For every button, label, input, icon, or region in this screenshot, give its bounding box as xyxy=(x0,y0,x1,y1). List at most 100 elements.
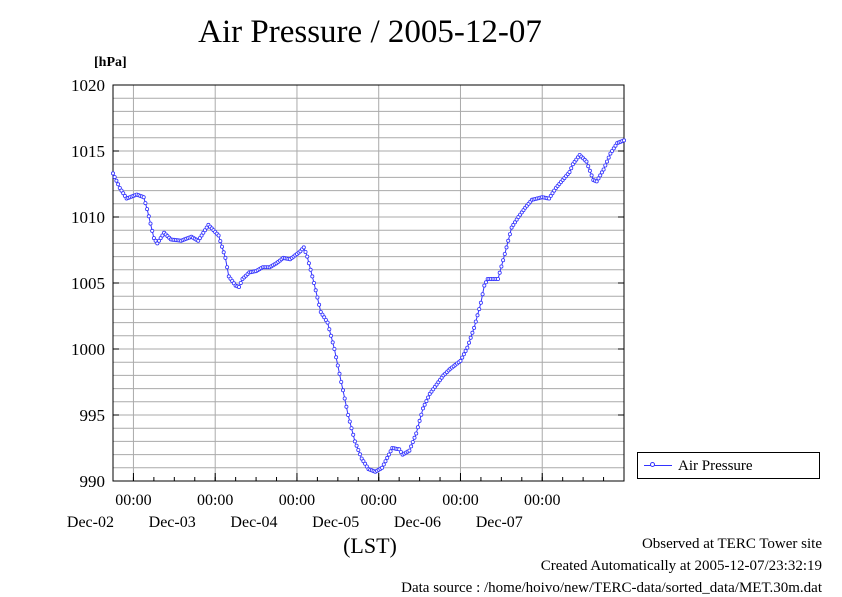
data-point xyxy=(475,313,480,318)
data-point xyxy=(357,452,362,457)
data-point xyxy=(318,309,323,314)
data-point xyxy=(463,348,468,353)
data-point xyxy=(470,330,475,335)
data-point xyxy=(315,295,320,300)
data-point xyxy=(501,258,506,263)
data-point xyxy=(112,175,117,180)
x-tick-time-label: 00:00 xyxy=(442,492,478,509)
data-point xyxy=(317,302,322,307)
data-point xyxy=(472,325,477,330)
data-point xyxy=(420,406,425,411)
data-point xyxy=(221,250,226,255)
legend-marker-sample xyxy=(650,462,655,467)
chart-legend: Air Pressure xyxy=(637,452,820,479)
data-point xyxy=(151,236,156,241)
created-timestamp-note: Created Automatically at 2005-12-07/23:3… xyxy=(540,558,822,574)
data-point xyxy=(308,267,313,272)
data-point xyxy=(111,171,116,176)
data-point xyxy=(385,455,390,460)
data-point xyxy=(497,270,502,275)
data-point xyxy=(483,280,488,285)
x-tick-date-label: Dec-06 xyxy=(394,514,441,531)
data-point xyxy=(344,404,349,409)
data-point xyxy=(354,443,359,448)
data-point xyxy=(407,448,412,453)
data-point xyxy=(397,447,402,452)
legend-label: Air Pressure xyxy=(678,458,753,474)
data-point xyxy=(414,431,419,436)
data-point xyxy=(114,178,119,183)
data-point xyxy=(204,225,209,230)
data-point xyxy=(351,432,356,437)
data-point xyxy=(310,274,315,279)
data-point xyxy=(146,214,151,219)
y-tick-label: 1015 xyxy=(71,142,105,161)
data-point xyxy=(507,232,512,237)
data-point xyxy=(116,182,121,187)
data-point xyxy=(603,163,608,168)
chart-title: Air Pressure / 2005-12-07 xyxy=(198,14,542,50)
data-point xyxy=(513,220,518,225)
data-point xyxy=(311,280,316,285)
data-point xyxy=(381,462,386,467)
data-point xyxy=(332,346,337,351)
data-point xyxy=(325,320,330,325)
data-point xyxy=(141,195,146,200)
data-point xyxy=(356,447,361,452)
data-point xyxy=(478,300,483,305)
data-point xyxy=(605,159,610,164)
data-point xyxy=(380,465,385,470)
x-tick-time-label: 00:00 xyxy=(279,492,315,509)
data-point xyxy=(383,459,388,464)
data-point xyxy=(313,288,318,293)
legend-line-sample xyxy=(644,465,672,466)
data-point xyxy=(363,461,368,466)
data-point xyxy=(303,249,308,254)
data-point xyxy=(306,261,311,266)
data-point xyxy=(225,265,230,270)
data-point xyxy=(419,412,424,417)
data-point xyxy=(342,396,347,401)
data-point xyxy=(594,179,599,184)
data-point xyxy=(199,233,204,238)
data-point xyxy=(422,402,427,407)
data-point xyxy=(409,444,414,449)
data-point xyxy=(598,173,603,178)
x-tick-time-label: 00:00 xyxy=(115,492,151,509)
x-tick-date-label: Dec-02 xyxy=(67,514,114,531)
data-point xyxy=(216,233,221,238)
y-tick-label: 1000 xyxy=(71,340,105,359)
data-point xyxy=(569,166,574,171)
data-point xyxy=(219,244,224,249)
data-point xyxy=(301,245,306,250)
data-point xyxy=(305,254,310,259)
y-tick-label: 990 xyxy=(80,472,106,491)
observation-site-note: Observed at TERC Tower site xyxy=(641,536,822,552)
data-point xyxy=(238,280,243,285)
y-tick-label: 995 xyxy=(80,406,106,425)
data-point xyxy=(156,238,161,243)
data-point xyxy=(412,435,417,440)
data-point xyxy=(346,412,351,417)
data-point xyxy=(160,233,165,238)
data-point xyxy=(480,292,485,297)
data-point xyxy=(606,155,611,160)
data-point xyxy=(335,363,340,368)
data-point xyxy=(236,284,241,289)
data-point xyxy=(477,307,482,312)
data-point xyxy=(143,201,148,206)
data-point xyxy=(502,251,507,256)
y-tick-label: 1020 xyxy=(71,76,105,95)
data-point xyxy=(589,173,594,178)
data-point xyxy=(349,426,354,431)
data-point xyxy=(337,371,342,376)
data-point xyxy=(328,333,333,338)
y-axis-unit-label: [hPa] xyxy=(94,55,127,70)
data-point xyxy=(622,138,627,143)
data-point xyxy=(465,345,470,350)
data-point xyxy=(611,146,616,151)
x-tick-time-label: 00:00 xyxy=(524,492,560,509)
data-point xyxy=(415,425,420,430)
x-tick-time-label: 00:00 xyxy=(360,492,396,509)
